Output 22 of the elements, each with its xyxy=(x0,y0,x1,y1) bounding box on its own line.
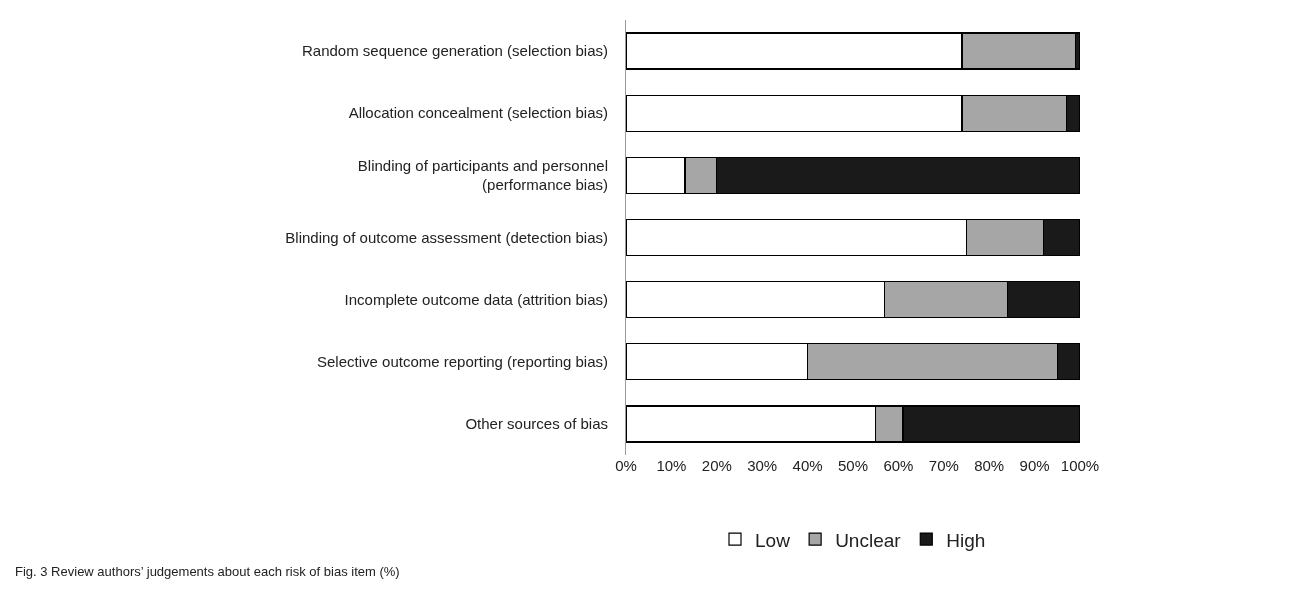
y-tick-label: Incomplete outcome data (attrition bias) xyxy=(344,290,608,308)
y-tick-label: Selective outcome reporting (reporting bias) xyxy=(317,353,608,371)
y-tick-label: Random sequence generation (selection bias) xyxy=(301,42,608,60)
y-tick-label: Blinding of outcome assessment (detection bias) xyxy=(285,228,608,246)
x-tick-label: 20% xyxy=(701,457,732,474)
y-tick-label: Allocation concealment (selection bias) xyxy=(348,104,608,122)
x-tick-label: 70% xyxy=(928,457,959,474)
x-tick-label: 80% xyxy=(974,457,1005,474)
x-tick-label: 10% xyxy=(656,457,687,474)
legend-label: Low xyxy=(755,529,791,551)
y-tick-label: Blinding of participants and personnel (performance bias) xyxy=(357,156,608,194)
x-tick-label: 50% xyxy=(837,457,869,474)
x-tick-label: 60% xyxy=(883,457,914,474)
legend-label: High xyxy=(946,529,986,551)
x-tick-label: 100% xyxy=(1060,457,1100,474)
legend-label: Unclear xyxy=(835,529,902,551)
y-tick-label: Other sources of bias xyxy=(465,415,608,433)
x-tick-label: 90% xyxy=(1019,457,1050,474)
caption: Fig. 3 Review authors’ judgements about each risk of bias item (%) xyxy=(15,564,400,579)
x-tick-label: 30% xyxy=(747,457,778,474)
x-tick-label: 40% xyxy=(792,457,823,474)
x-tick-label: 0% xyxy=(615,457,637,474)
